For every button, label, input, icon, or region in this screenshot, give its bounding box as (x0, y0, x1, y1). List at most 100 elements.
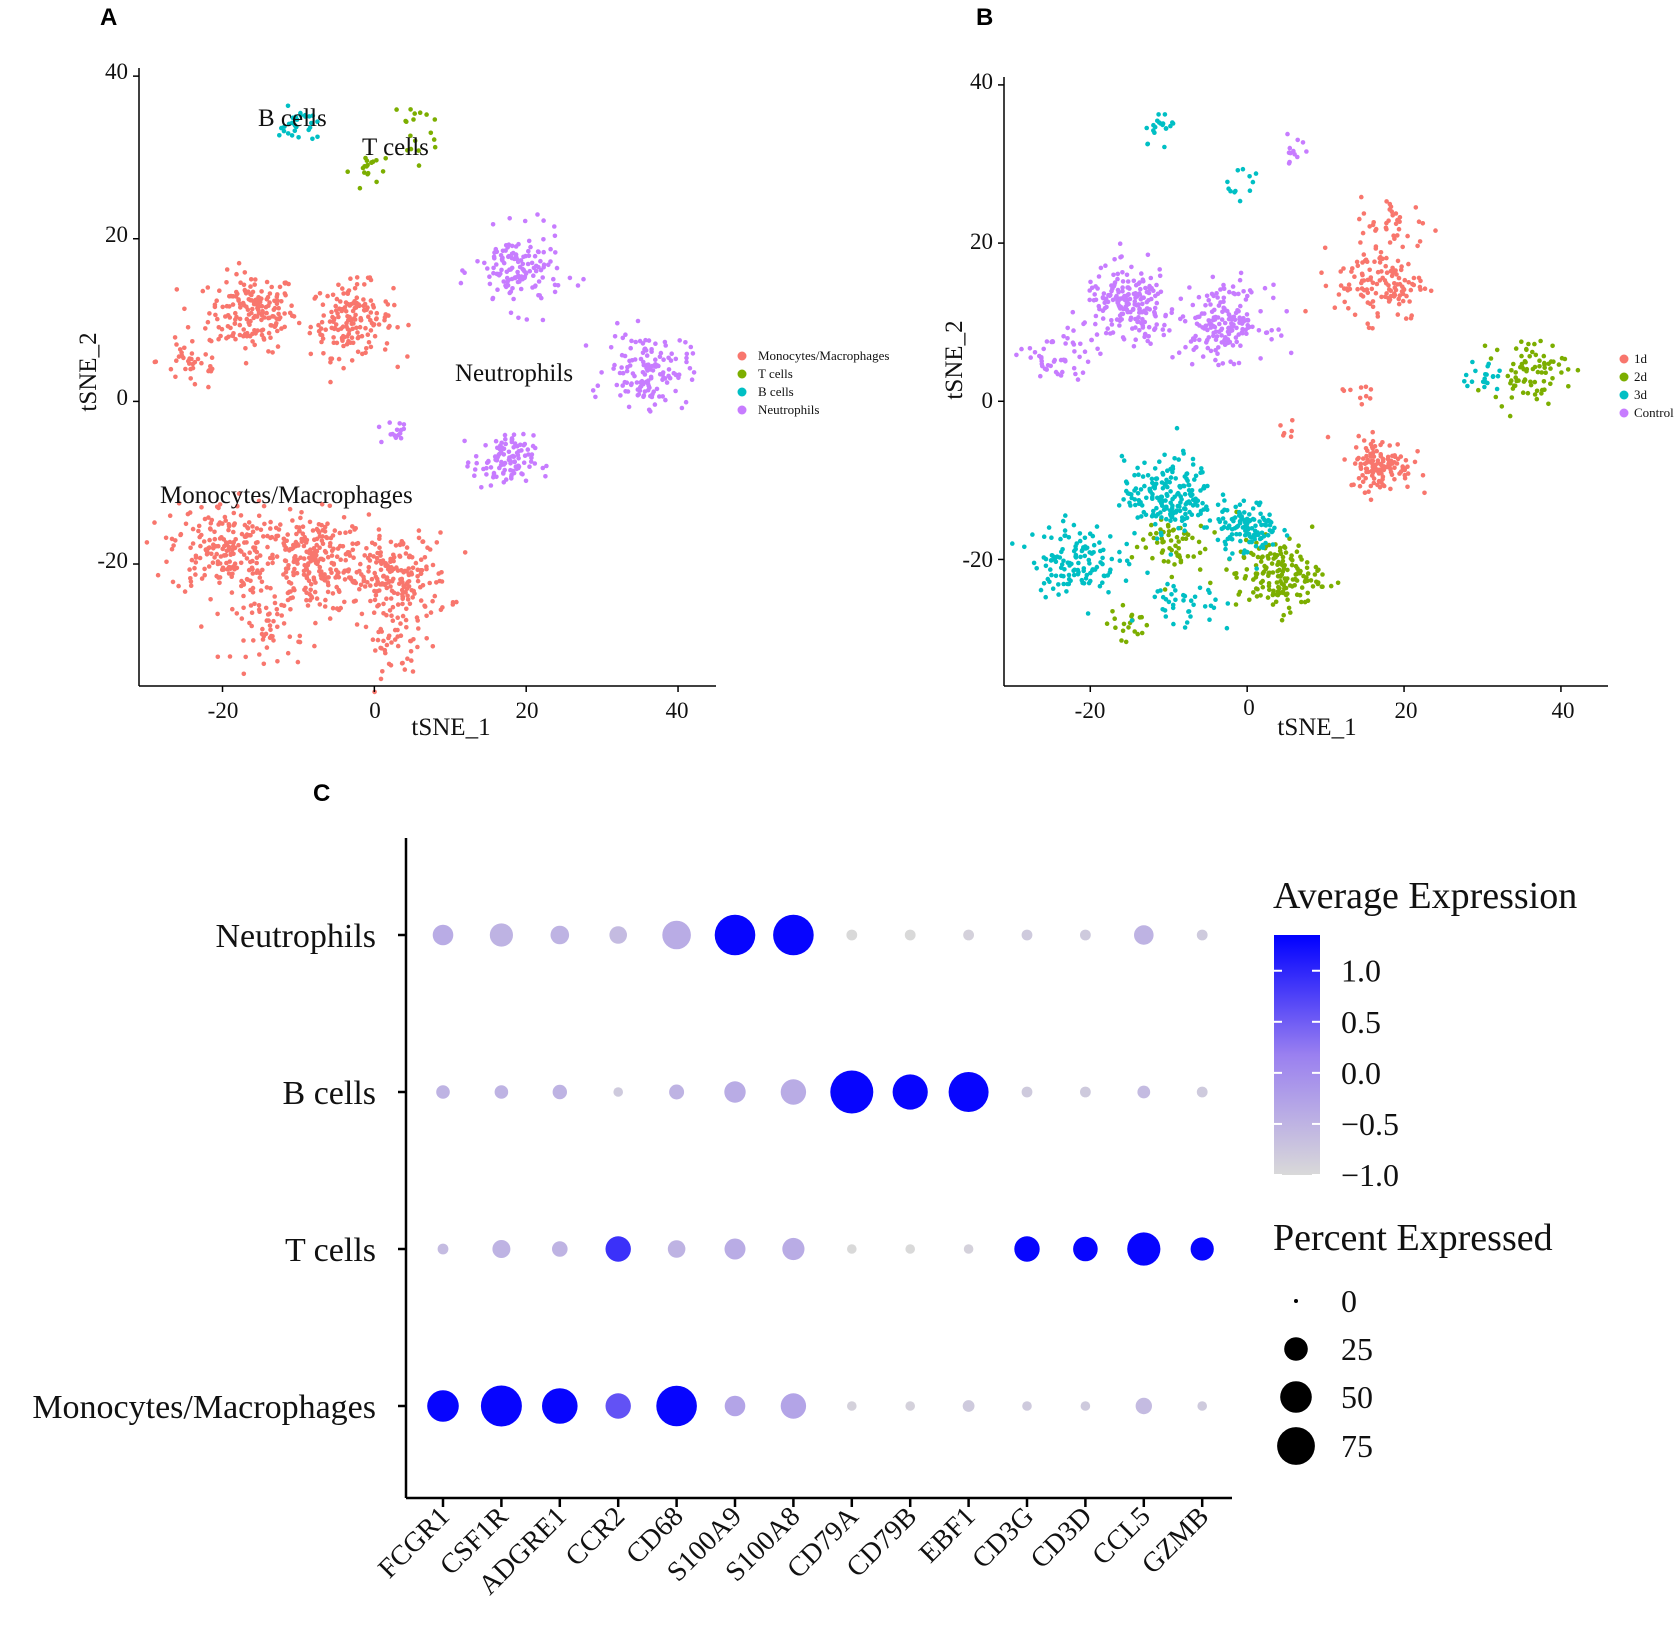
scatter-point (1108, 534, 1113, 539)
scatter-point (297, 633, 303, 639)
scatter-point (1128, 503, 1133, 508)
scatter-point (241, 582, 247, 587)
scatter-point (1140, 301, 1145, 307)
dotplot-dot (847, 1401, 857, 1411)
scatter-point (356, 302, 362, 307)
scatter-point (1094, 564, 1100, 570)
scatter-point (509, 437, 515, 442)
scatter-point (689, 377, 695, 383)
scatter-point (673, 356, 679, 362)
scatter-point (336, 570, 341, 575)
panel-b-legend-key (1619, 390, 1629, 400)
panel-b-legend-key (1619, 372, 1629, 382)
scatter-point (1513, 370, 1518, 375)
scatter-point (216, 522, 221, 527)
scatter-point (406, 566, 412, 571)
scatter-point (355, 540, 361, 546)
scatter-point (241, 282, 247, 288)
panel-a-xtick: 40 (666, 698, 689, 723)
scatter-point (1139, 630, 1145, 636)
scatter-point (168, 366, 174, 372)
scatter-point (1121, 337, 1127, 342)
scatter-point (341, 515, 347, 520)
scatter-point (1370, 450, 1376, 455)
scatter-point (376, 424, 382, 430)
scatter-point (1126, 625, 1131, 630)
scatter-point (1137, 292, 1143, 297)
color-bar-label: −1.0 (1341, 1157, 1399, 1193)
scatter-point (1183, 511, 1188, 517)
scatter-point (1235, 523, 1241, 529)
scatter-point (259, 579, 265, 585)
scatter-point (1153, 293, 1158, 299)
scatter-point (638, 380, 643, 385)
scatter-point (410, 669, 416, 674)
scatter-point (202, 572, 207, 578)
scatter-point (1374, 448, 1379, 454)
size-legend-label: 50 (1341, 1379, 1373, 1415)
scatter-point (484, 465, 489, 471)
scatter-point (643, 379, 649, 385)
scatter-point (523, 478, 529, 484)
scatter-point (264, 279, 270, 285)
scatter-point (1360, 272, 1365, 278)
scatter-point (250, 306, 255, 312)
scatter-point (661, 375, 666, 380)
scatter-point (1185, 532, 1191, 537)
scatter-point (1292, 152, 1297, 157)
scatter-point (224, 280, 229, 285)
scatter-point (1066, 581, 1072, 587)
scatter-point (359, 611, 365, 617)
scatter-point (247, 322, 252, 328)
scatter-point (190, 541, 196, 546)
scatter-point (1370, 429, 1375, 435)
scatter-point (1154, 540, 1160, 545)
scatter-point (634, 380, 640, 385)
scatter-point (1181, 506, 1187, 511)
scatter-point (1325, 434, 1331, 440)
scatter-point (251, 638, 256, 643)
scatter-point (1482, 343, 1488, 349)
scatter-point (244, 316, 250, 322)
scatter-point (1094, 332, 1100, 337)
scatter-point (1112, 616, 1117, 621)
scatter-point (1168, 538, 1174, 543)
scatter-point (1406, 280, 1411, 285)
scatter-point (1289, 584, 1295, 589)
scatter-point (608, 345, 614, 350)
scatter-point (1357, 216, 1362, 222)
scatter-point (234, 271, 239, 277)
scatter-point (257, 570, 263, 576)
scatter-point (174, 342, 179, 347)
scatter-point (247, 620, 252, 626)
scatter-point (319, 502, 325, 507)
scatter-point (278, 522, 283, 527)
scatter-point (395, 643, 401, 649)
scatter-point (439, 570, 444, 575)
scatter-point (526, 248, 531, 254)
scatter-point (324, 535, 330, 541)
scatter-point (199, 360, 204, 366)
scatter-point (387, 420, 393, 425)
scatter-point (257, 296, 263, 301)
scatter-point (1411, 275, 1417, 281)
scatter-point (1138, 296, 1144, 302)
scatter-point (541, 218, 546, 223)
scatter-point (1034, 566, 1039, 571)
scatter-point (353, 305, 359, 310)
size-legend-dot (1280, 1381, 1312, 1413)
scatter-point (1522, 377, 1528, 382)
scatter-point (1254, 500, 1259, 506)
scatter-point (567, 275, 573, 281)
scatter-point (408, 146, 414, 152)
scatter-point (1121, 497, 1126, 502)
scatter-point (1366, 325, 1372, 331)
scatter-point (226, 527, 231, 533)
scatter-point (1418, 287, 1423, 292)
scatter-point (1089, 337, 1094, 343)
scatter-point (1139, 321, 1144, 326)
scatter-point (381, 638, 386, 644)
scatter-point (1257, 519, 1262, 524)
scatter-point (1063, 359, 1068, 364)
scatter-point (1208, 580, 1213, 586)
